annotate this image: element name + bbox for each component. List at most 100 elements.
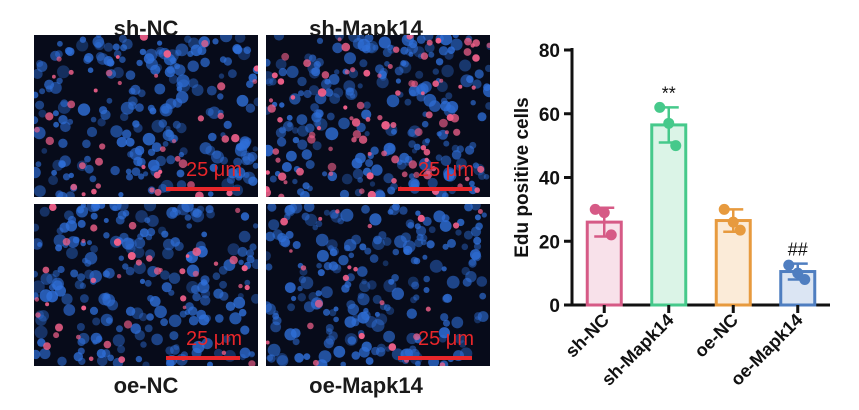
nucleus: [391, 274, 399, 282]
edu-positive-cell: [266, 170, 270, 175]
nucleus: [275, 127, 287, 138]
nucleus: [346, 300, 356, 310]
nucleus: [328, 74, 340, 85]
edu-positive-cell: [444, 130, 449, 135]
nucleus: [292, 338, 300, 346]
nucleus: [338, 117, 350, 130]
nucleus: [459, 59, 472, 72]
scale-bar: [166, 187, 240, 191]
edu-positive-cell: [425, 306, 431, 312]
nucleus: [84, 164, 94, 174]
nucleus: [227, 168, 238, 179]
nucleus: [149, 107, 157, 115]
nucleus: [84, 259, 92, 267]
edu-positive-cell: [388, 343, 397, 351]
edu-positive-cell: [53, 332, 60, 339]
nucleus: [372, 237, 385, 250]
nucleus: [303, 353, 311, 360]
micrograph-oe-nc: 25 μm: [34, 204, 258, 366]
nucleus: [267, 343, 281, 357]
nucleus: [48, 175, 58, 186]
nucleus: [147, 148, 156, 156]
nucleus: [228, 69, 237, 78]
edu-positive-cell: [187, 181, 195, 189]
nucleus: [144, 217, 151, 224]
edu-positive-cell: [266, 340, 270, 345]
edu-positive-cell: [463, 48, 472, 56]
data-point: [663, 117, 675, 129]
edu-positive-cell: [408, 160, 417, 169]
nucleus: [413, 143, 421, 151]
edu-positive-cell: [391, 178, 397, 184]
nucleus: [125, 168, 132, 175]
edu-positive-cell: [283, 180, 288, 185]
nucleus: [84, 269, 94, 280]
nucleus: [238, 140, 249, 151]
nucleus: [456, 158, 467, 169]
data-point: [718, 203, 730, 215]
nucleus: [154, 83, 166, 95]
nucleus: [103, 292, 111, 300]
nucleus: [241, 156, 251, 166]
nucleus: [135, 355, 143, 363]
nucleus: [270, 321, 282, 333]
nucleus: [62, 173, 71, 181]
nucleus: [415, 210, 421, 216]
nucleus: [432, 68, 439, 75]
nucleus: [275, 353, 288, 365]
nucleus: [383, 173, 394, 184]
data-point: [598, 207, 610, 219]
nucleus: [39, 289, 53, 303]
edu-positive-cell: [35, 312, 41, 318]
nucleus: [415, 70, 424, 79]
nucleus: [58, 138, 68, 148]
nucleus: [391, 128, 397, 135]
nucleus: [267, 204, 277, 212]
nucleus: [68, 172, 74, 179]
nucleus: [92, 339, 98, 345]
nucleus: [225, 301, 236, 311]
nucleus: [364, 131, 370, 137]
nucleus: [446, 275, 460, 289]
nucleus: [363, 101, 371, 109]
edu-positive-cell: [420, 91, 425, 96]
nucleus: [200, 279, 208, 286]
scale-bar-label: 25 μm: [186, 159, 242, 181]
nucleus: [357, 177, 364, 183]
nucleus: [219, 291, 229, 301]
nucleus: [483, 83, 490, 91]
nucleus: [406, 308, 417, 319]
edu-positive-cell: [90, 277, 96, 283]
nucleus: [332, 264, 342, 274]
nucleus: [328, 261, 339, 271]
nucleus: [148, 159, 160, 172]
nucleus: [316, 249, 329, 262]
nucleus: [187, 60, 199, 72]
nucleus: [79, 36, 87, 43]
nucleus: [150, 64, 161, 75]
nucleus: [89, 306, 99, 315]
nucleus: [313, 60, 321, 69]
nucleus: [39, 206, 50, 217]
nucleus: [323, 338, 334, 349]
nucleus: [188, 315, 199, 326]
nucleus: [53, 234, 67, 247]
edu-positive-cell: [435, 37, 442, 44]
nucleus: [344, 52, 356, 65]
nucleus: [229, 312, 242, 325]
nucleus: [56, 227, 64, 235]
nucleus: [100, 313, 114, 327]
nucleus: [370, 146, 379, 155]
data-point: [670, 140, 682, 152]
nucleus: [107, 354, 114, 362]
edu-positive-cell: [351, 137, 357, 143]
nucleus: [483, 174, 490, 180]
nucleus: [34, 270, 38, 278]
edu-positive-cell: [474, 187, 480, 193]
nucleus: [146, 313, 154, 321]
nucleus: [162, 141, 169, 147]
nucleus: [205, 108, 214, 116]
nucleus: [58, 115, 68, 125]
edu-positive-cell: [159, 146, 166, 152]
nucleus: [411, 281, 420, 290]
